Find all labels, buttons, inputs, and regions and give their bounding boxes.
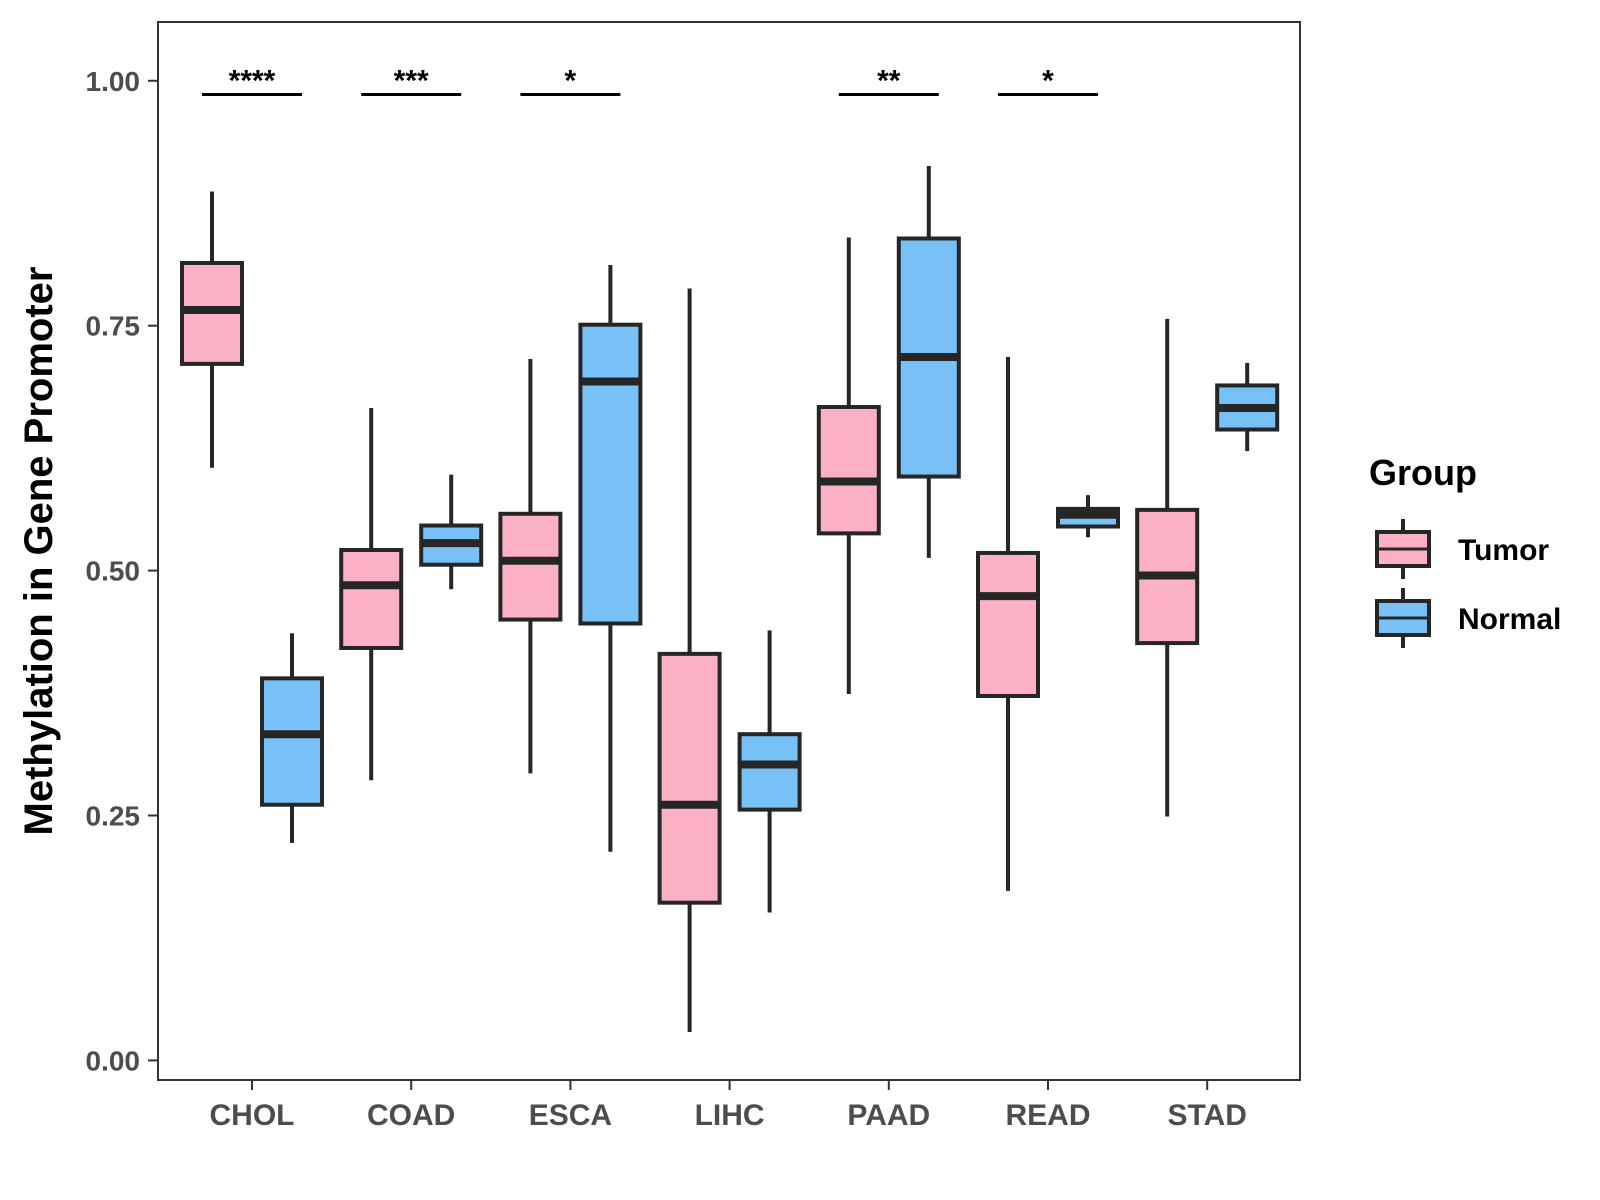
legend-item-tumor: Tumor (1375, 519, 1549, 579)
legend-label: Normal (1458, 603, 1561, 636)
x-tick-label: LIHC (695, 1099, 765, 1132)
box-iqr (339, 548, 404, 650)
box-tumor-paad (816, 237, 881, 695)
x-tick-label: ESCA (529, 1099, 612, 1132)
significance-label: * (1042, 64, 1054, 97)
box-iqr (498, 511, 563, 622)
x-tick-label: CHOL (210, 1099, 295, 1132)
box-iqr (816, 404, 881, 536)
y-axis-title: Methylation in Gene Promoter (17, 267, 61, 836)
y-axis: 0.00 0.25 0.50 0.75 1.00 (86, 66, 158, 1076)
legend: Group Tumor Normal (1369, 452, 1561, 648)
box-normal-lihc (737, 630, 802, 913)
significance-label: *** (394, 64, 429, 97)
significance-label: * (565, 64, 577, 97)
x-tick-label: COAD (367, 1099, 455, 1132)
box-normal-stad (1215, 362, 1280, 452)
x-axis: CHOL COAD ESCA LIHC PAAD READ STAD (210, 1080, 1247, 1132)
box-tumor-coad (339, 407, 404, 781)
significance-label: ** (877, 64, 901, 97)
box-normal-esca (578, 264, 643, 852)
box-tumor-read (976, 357, 1040, 891)
x-tick-label: STAD (1167, 1099, 1246, 1132)
x-tick-label: PAAD (847, 1099, 930, 1132)
box-normal-paad (896, 166, 961, 558)
y-tick-label: 1.00 (86, 66, 141, 97)
box-normal-read (1056, 495, 1120, 538)
box-normal-coad (419, 474, 484, 590)
y-tick-label: 0.25 (86, 801, 141, 832)
box-group (180, 166, 1280, 1032)
box-tumor-chol (180, 191, 244, 468)
y-tick-label: 0.00 (86, 1045, 141, 1076)
box-iqr (976, 550, 1040, 698)
y-tick-label: 0.75 (86, 311, 141, 342)
box-iqr (737, 732, 802, 812)
box-tumor-lihc (657, 288, 722, 1032)
plot-background (157, 21, 1301, 1081)
legend-title: Group (1369, 452, 1477, 493)
box-iqr (260, 676, 324, 807)
legend-item-normal: Normal (1375, 588, 1561, 648)
y-tick-label: 0.50 (86, 556, 141, 587)
x-tick-label: READ (1005, 1099, 1090, 1132)
significance-label: **** (229, 64, 276, 97)
significance-group: **** *** * ** * (202, 64, 1098, 97)
box-iqr (578, 322, 643, 626)
legend-label: Tumor (1458, 534, 1549, 567)
box-tumor-esca (498, 358, 563, 774)
box-tumor-stad (1135, 318, 1200, 817)
box-iqr (657, 651, 722, 905)
box-normal-chol (260, 633, 324, 843)
